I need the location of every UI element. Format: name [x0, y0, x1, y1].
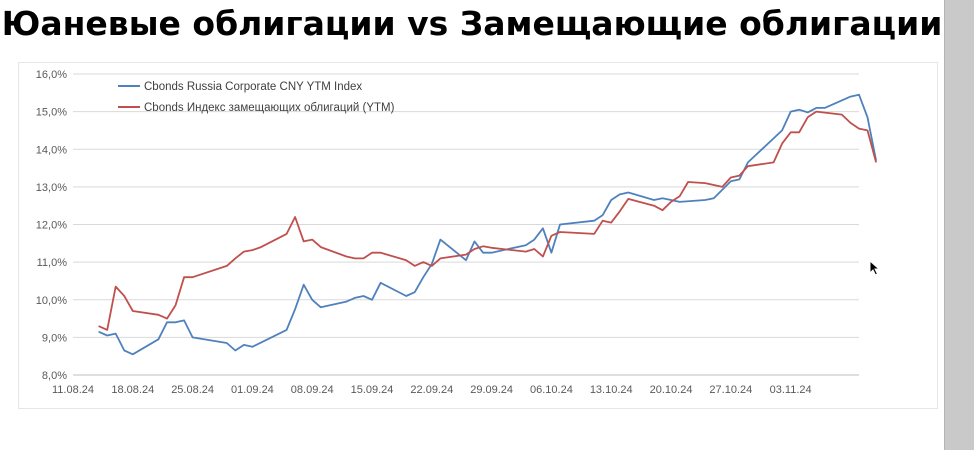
mouse-pointer-icon: [869, 260, 881, 276]
y-tick-label: 16,0%: [36, 69, 67, 81]
x-tick-label: 03.11.24: [770, 384, 812, 396]
slide-title: Юаневые облигации vs Замещающие облигаци…: [1, 4, 943, 43]
x-tick-label: 01.09.24: [231, 384, 274, 396]
y-tick-label: 11,0%: [37, 257, 68, 269]
y-tick-label: 10,0%: [36, 295, 67, 307]
y-tick-label: 12,0%: [36, 220, 67, 232]
x-tick-label: 22.09.24: [410, 384, 453, 396]
y-tick-label: 13,0%: [36, 182, 67, 194]
x-tick-label: 15.09.24: [351, 384, 394, 396]
x-tick-label: 11.08.24: [52, 384, 94, 396]
x-tick-label: 29.09.24: [470, 384, 513, 396]
legend-label: Cbonds Russia Corporate CNY YTM Index: [144, 81, 362, 93]
x-tick-label: 06.10.24: [530, 384, 573, 396]
x-tick-label: 18.08.24: [111, 384, 154, 396]
y-tick-label: 14,0%: [36, 144, 67, 156]
y-tick-label: 8,0%: [42, 370, 67, 382]
x-tick-label: 08.09.24: [291, 384, 334, 396]
x-tick-label: 27.10.24: [709, 384, 752, 396]
x-tick-label: 13.10.24: [590, 384, 633, 396]
side-scrollbar[interactable]: [944, 0, 974, 450]
line-chart: 8,0% 9,0% 10,0% 11,0% 12,0% 13,0% 14,0% 15,0% 16…: [36, 69, 877, 396]
chart-frame: 8,0% 9,0% 10,0% 11,0% 12,0% 13,0% 14,0% 15,0% 16…: [18, 62, 938, 409]
x-tick-label: 20.10.24: [650, 384, 693, 396]
x-tick-label: 25.08.24: [171, 384, 214, 396]
series-line-2: [98, 110, 877, 331]
legend-label: Cbonds Индекс замещающих облигаций (YTM): [144, 102, 395, 114]
y-tick-label: 15,0%: [36, 107, 67, 119]
y-tick-label: 9,0%: [42, 332, 67, 344]
